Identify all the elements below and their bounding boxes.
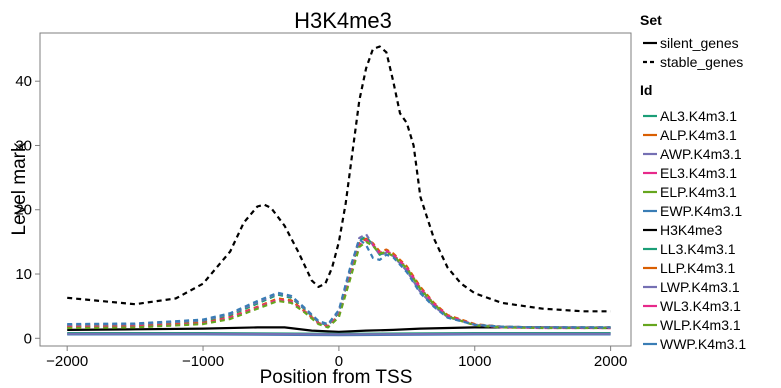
x-tick-label: 1000 <box>458 353 491 370</box>
y-axis-label: Level mark <box>9 142 30 235</box>
x-tick-label: 2000 <box>594 353 627 370</box>
series-layer <box>67 45 611 337</box>
legend-set-items: silent_genes stable_genes <box>643 35 743 70</box>
legend-id-items: AL3.K4m3.1 ALP.K4m3.1 AWP.K4m3.1 EL3.K4m3.1… <box>643 108 746 352</box>
legend-id-label: WL3.K4m3.1 <box>660 298 741 314</box>
legend: Set silent_genes stable_genes Id AL3.K4m3… <box>640 12 746 352</box>
legend-id-label: H3K4me3 <box>660 222 722 238</box>
legend-id-label: AL3.K4m3.1 <box>660 108 737 124</box>
series-line-elp-k4m3-1-stable-genes <box>67 240 611 330</box>
series-line-ewp-k4m3-1-stable-genes <box>67 238 611 329</box>
x-tick-label: −2000 <box>46 353 88 370</box>
y-tick-label: 0 <box>24 330 32 347</box>
legend-id-label: EWP.K4m3.1 <box>660 203 742 219</box>
legend-id-label: ELP.K4m3.1 <box>660 184 737 200</box>
legend-id-label: LL3.K4m3.1 <box>660 241 736 257</box>
plot-area <box>39 32 632 347</box>
legend-id-label: LLP.K4m3.1 <box>660 260 735 276</box>
legend-set-label: silent_genes <box>660 35 739 51</box>
y-tick-label: 40 <box>15 73 32 90</box>
legend-id-label: EL3.K4m3.1 <box>660 165 737 181</box>
legend-id-label: WWP.K4m3.1 <box>660 336 746 352</box>
x-axis-label: Position from TSS <box>260 367 413 388</box>
legend-set-label: stable_genes <box>660 54 743 70</box>
x-axis: −2000 −1000 0 1000 2000 <box>46 346 627 370</box>
series-line-awp-k4m3-1-silent-genes <box>67 332 611 336</box>
legend-id-label: ALP.K4m3.1 <box>660 127 737 143</box>
legend-id-title: Id <box>640 82 652 98</box>
x-tick-label: −1000 <box>182 353 224 370</box>
chart-title: H3K4me3 <box>294 8 392 33</box>
y-axis: 0 10 20 30 40 <box>15 73 40 347</box>
y-tick-label: 10 <box>15 266 32 283</box>
legend-id-label: LWP.K4m3.1 <box>660 279 740 295</box>
x-tick-label: 0 <box>335 353 343 370</box>
y-tick-label: 30 <box>15 137 32 154</box>
series-line-al3-k4m3-1-stable-genes <box>67 235 611 329</box>
series-line-h3k4me3-stable-genes <box>67 45 611 313</box>
legend-set-title: Set <box>640 12 662 28</box>
legend-id-label: WLP.K4m3.1 <box>660 317 741 333</box>
y-tick-label: 20 <box>15 202 32 219</box>
legend-id-label: AWP.K4m3.1 <box>660 146 742 162</box>
